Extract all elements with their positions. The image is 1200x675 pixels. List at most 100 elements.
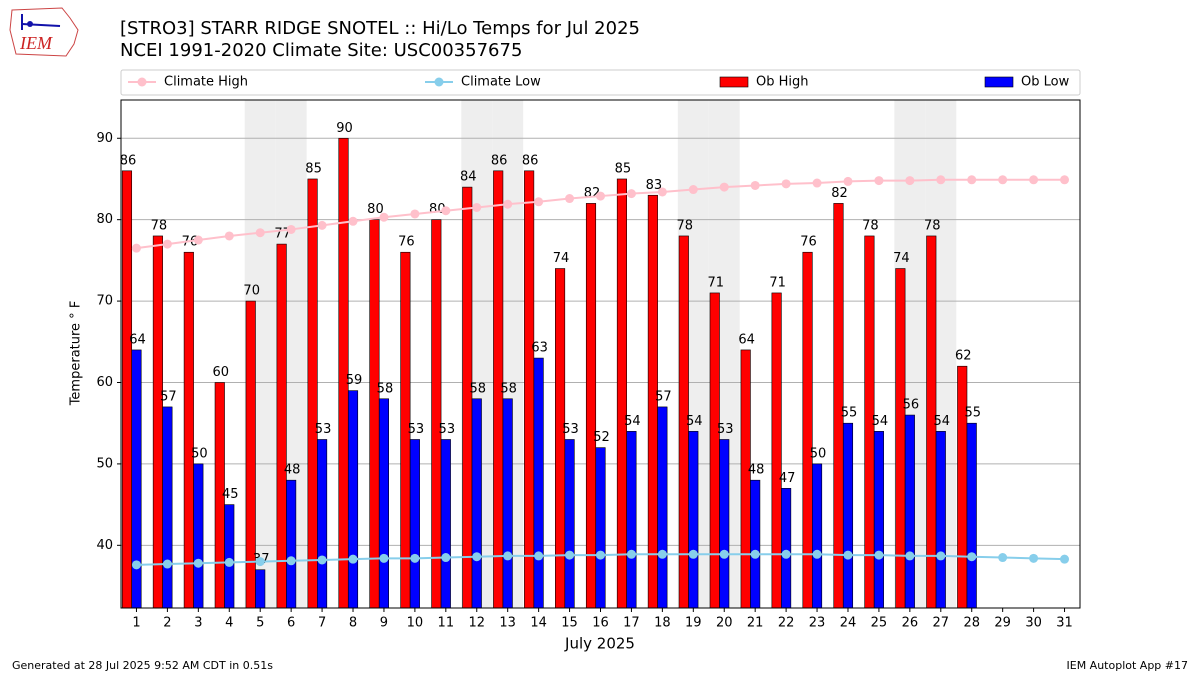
line-marker: [503, 551, 513, 561]
line-marker: [843, 550, 853, 560]
bar: [502, 398, 513, 609]
y-tick-label: 40: [96, 538, 113, 553]
line-marker: [441, 553, 451, 563]
bar-value-label: 60: [213, 365, 230, 380]
line-marker: [379, 212, 389, 222]
bar-value-label: 64: [738, 332, 755, 347]
line-marker: [410, 209, 420, 219]
bar-value-label: 71: [707, 275, 724, 290]
bar-value-label: 57: [655, 389, 672, 404]
line-marker: [596, 191, 605, 201]
bar: [935, 431, 946, 609]
bar: [152, 235, 163, 609]
bar-value-label: 55: [841, 406, 858, 421]
bar: [895, 268, 906, 609]
bar: [162, 406, 173, 609]
bar-value-label: 54: [624, 414, 641, 429]
bar: [431, 219, 442, 609]
bar-value-label: 78: [677, 218, 694, 233]
bar: [440, 439, 451, 609]
bar-value-label: 47: [779, 471, 796, 486]
chart-title: [STRO3] STARR RIDGE SNOTEL :: Hi/Lo Temp…: [120, 18, 640, 39]
x-tick-label: 30: [1025, 616, 1042, 631]
line-marker: [224, 231, 234, 241]
line-marker: [286, 224, 296, 234]
bar-value-label: 76: [800, 235, 817, 250]
bar-value-label: 62: [955, 349, 972, 364]
bar-value-label: 90: [336, 121, 353, 136]
bar: [307, 178, 318, 609]
line-marker: [441, 206, 451, 216]
bar: [555, 268, 566, 609]
y-axis-label: Temperature ° F: [69, 301, 84, 407]
bar-value-label: 50: [191, 446, 208, 461]
line-marker: [688, 549, 698, 559]
line-marker: [162, 239, 172, 249]
line-marker: [379, 553, 389, 563]
line-marker: [967, 175, 977, 185]
bar: [276, 243, 287, 609]
line-marker: [688, 185, 698, 195]
legend-marker: [434, 77, 444, 87]
legend-box: [120, 69, 1081, 96]
bar-value-label: 58: [377, 381, 394, 396]
bar-value-label: 52: [593, 430, 610, 445]
line-marker: [936, 551, 946, 561]
x-tick-label: 29: [994, 616, 1011, 631]
bar-value-label: 83: [646, 178, 663, 193]
line-marker: [472, 552, 482, 562]
bar-value-label: 48: [284, 463, 301, 478]
bar: [957, 365, 968, 609]
line-marker: [905, 176, 915, 186]
bar: [595, 447, 606, 609]
bar-value-label: 74: [553, 251, 570, 266]
bar-value-label: 82: [831, 186, 848, 201]
x-tick-label: 1: [132, 616, 140, 631]
line-marker: [1029, 175, 1039, 185]
line-marker: [410, 553, 420, 563]
x-tick-label: 28: [963, 616, 980, 631]
line-marker: [998, 175, 1008, 185]
x-tick-label: 20: [716, 616, 733, 631]
y-tick-label: 70: [96, 294, 113, 309]
x-tick-label: 8: [349, 616, 357, 631]
x-tick-label: 9: [380, 616, 388, 631]
y-tick-label: 90: [96, 131, 113, 146]
x-tick-label: 19: [685, 616, 702, 631]
bar-value-label: 54: [686, 414, 703, 429]
bar-value-label: 84: [460, 170, 477, 185]
line-marker: [255, 228, 265, 238]
bar: [709, 292, 720, 609]
line-marker: [503, 199, 513, 209]
line-marker: [193, 558, 203, 568]
line-marker: [626, 189, 636, 199]
bar-value-label: 71: [769, 275, 786, 290]
line-marker: [472, 202, 482, 212]
bar: [564, 439, 575, 609]
x-tick-label: 2: [163, 616, 171, 631]
x-tick-label: 16: [592, 616, 609, 631]
bar-value-label: 53: [408, 422, 425, 437]
bar-value-label: 70: [243, 284, 260, 299]
bar: [657, 406, 668, 609]
x-tick-label: 14: [530, 616, 547, 631]
line-marker: [812, 549, 822, 559]
legend-marker: [137, 77, 147, 87]
x-tick-label: 24: [840, 616, 857, 631]
x-tick-label: 31: [1056, 616, 1073, 631]
line-marker: [750, 549, 760, 559]
bar-value-label: 54: [934, 414, 951, 429]
line-marker: [626, 549, 636, 559]
x-tick-label: 11: [438, 616, 455, 631]
legend-swatch: [719, 76, 749, 88]
bar: [966, 422, 977, 609]
bar: [811, 463, 823, 609]
bar-value-label: 63: [531, 341, 548, 356]
bar-value-label: 86: [522, 153, 539, 168]
bar: [255, 569, 266, 609]
bar: [121, 170, 133, 609]
line-marker: [657, 549, 667, 559]
bar-value-label: 54: [872, 414, 889, 429]
bar: [193, 463, 204, 609]
x-tick-label: 18: [654, 616, 671, 631]
